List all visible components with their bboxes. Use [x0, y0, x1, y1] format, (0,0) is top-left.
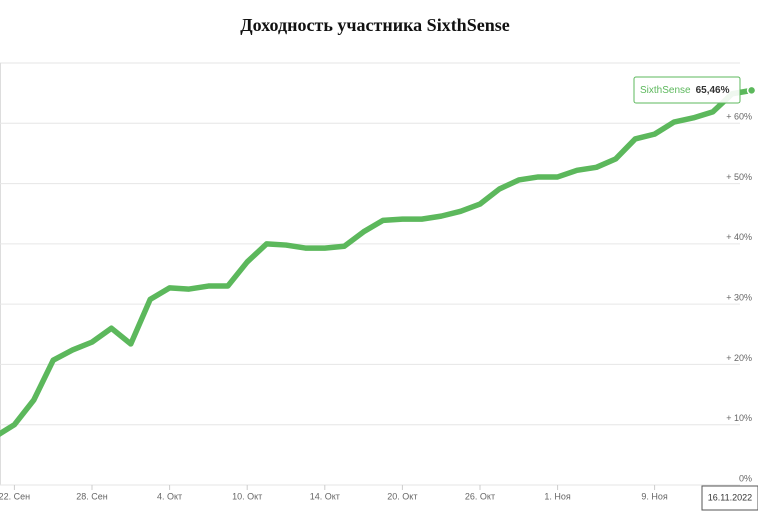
tooltip-box	[633, 76, 741, 104]
y-tick-label: + 30%	[726, 293, 752, 303]
series-line	[0, 87, 753, 437]
y-tick-label: + 10%	[726, 413, 752, 423]
x-tick-label: 14. Окт	[310, 491, 340, 501]
tooltip-text: SixthSense 65,46%	[640, 85, 730, 96]
tooltip-value: 65,46%	[696, 85, 730, 96]
y-tick-label: + 50%	[726, 172, 752, 182]
y-tick-label: + 40%	[726, 232, 752, 242]
y-tick-label: 0%	[739, 473, 752, 483]
x-tick-label: 22. Сен	[0, 491, 30, 501]
x-tick-label: 10. Окт	[232, 491, 262, 501]
x-tick-label: 28. Сен	[76, 491, 108, 501]
y-tick-label: + 20%	[726, 353, 752, 363]
crosshair-label: 16.11.2022	[708, 492, 752, 502]
crosshair-label-box	[701, 485, 758, 511]
point-marker	[746, 85, 757, 96]
x-tick-label: 9. Ноя	[641, 491, 668, 501]
x-tick-label: 20. Окт	[387, 491, 417, 501]
x-tick-label: 1. Ноя	[544, 491, 571, 501]
x-tick-label: 26. Окт	[465, 491, 495, 501]
y-tick-label: + 60%	[726, 112, 752, 122]
chart-title: Доходность участника SixthSense	[240, 15, 509, 35]
x-tick-label: 4. Окт	[157, 491, 182, 501]
tooltip-series: SixthSense	[640, 85, 691, 96]
tooltip: SixthSense 65,46%	[633, 76, 741, 104]
